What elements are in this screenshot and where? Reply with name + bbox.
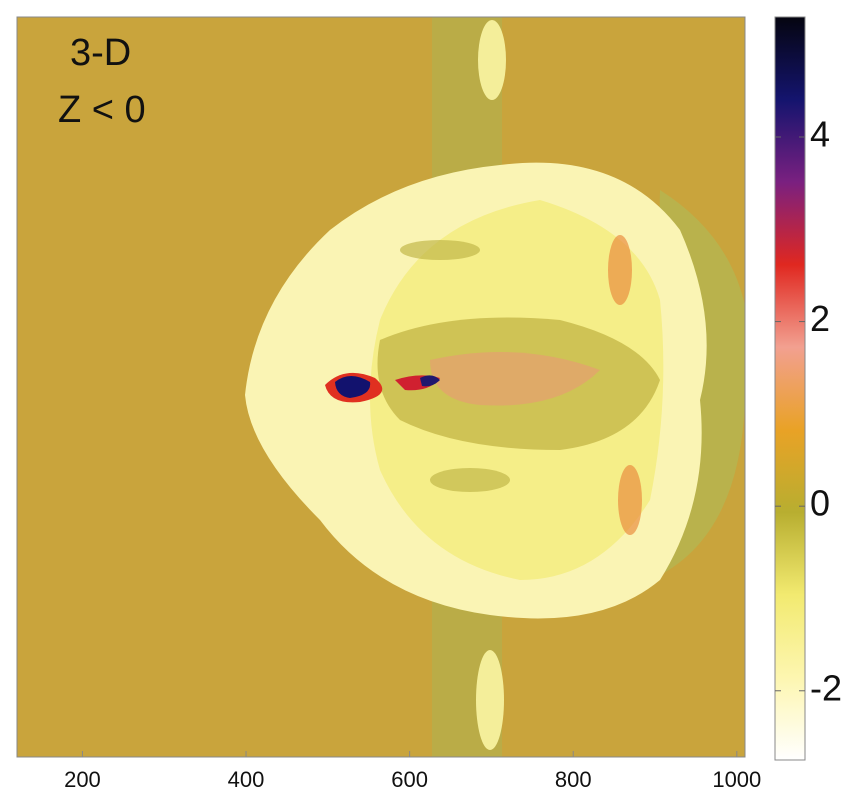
x-tick-label: 200 bbox=[64, 767, 101, 792]
colorbar-tick-label: 0 bbox=[810, 483, 830, 524]
colorbar-tick-label: 2 bbox=[810, 298, 830, 339]
x-tick-label: 400 bbox=[228, 767, 265, 792]
x-tick-label: 600 bbox=[391, 767, 428, 792]
plot-frame bbox=[16, 16, 746, 758]
colorbar bbox=[774, 16, 806, 761]
colorbar-tick-label: 4 bbox=[810, 114, 830, 155]
x-tick-label: 1000 bbox=[712, 767, 761, 792]
x-tick-label: 800 bbox=[555, 767, 592, 792]
heatmap-image bbox=[17, 17, 745, 757]
annotation: Z < 0 bbox=[58, 89, 146, 131]
annotation: 3-D bbox=[70, 32, 131, 74]
colorbar-tick-label: -2 bbox=[810, 667, 842, 708]
